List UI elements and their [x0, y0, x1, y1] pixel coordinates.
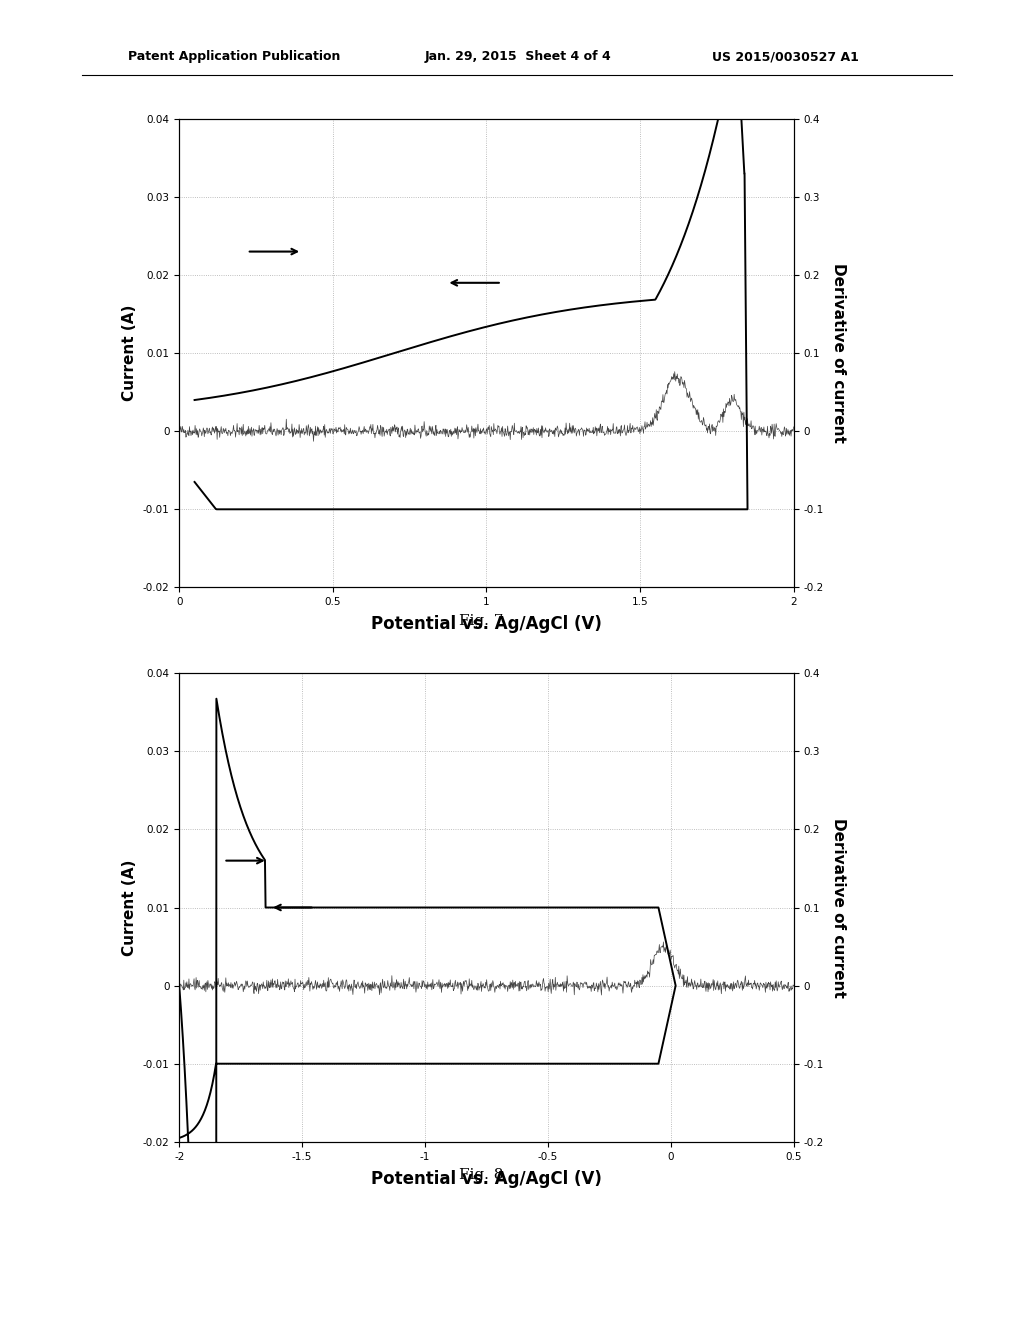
Text: Fig. 8: Fig. 8 [459, 1168, 504, 1183]
Y-axis label: Derivative of current: Derivative of current [830, 263, 846, 444]
Y-axis label: Current (A): Current (A) [122, 859, 137, 956]
Text: Patent Application Publication: Patent Application Publication [128, 50, 340, 63]
Text: Jan. 29, 2015  Sheet 4 of 4: Jan. 29, 2015 Sheet 4 of 4 [425, 50, 611, 63]
Y-axis label: Derivative of current: Derivative of current [830, 817, 846, 998]
X-axis label: Potential vs. Ag/AgCl (V): Potential vs. Ag/AgCl (V) [371, 1170, 602, 1188]
Text: US 2015/0030527 A1: US 2015/0030527 A1 [712, 50, 858, 63]
Y-axis label: Current (A): Current (A) [122, 305, 137, 401]
X-axis label: Potential vs. Ag/AgCl (V): Potential vs. Ag/AgCl (V) [371, 615, 602, 634]
Text: Fig. 7: Fig. 7 [459, 614, 504, 628]
